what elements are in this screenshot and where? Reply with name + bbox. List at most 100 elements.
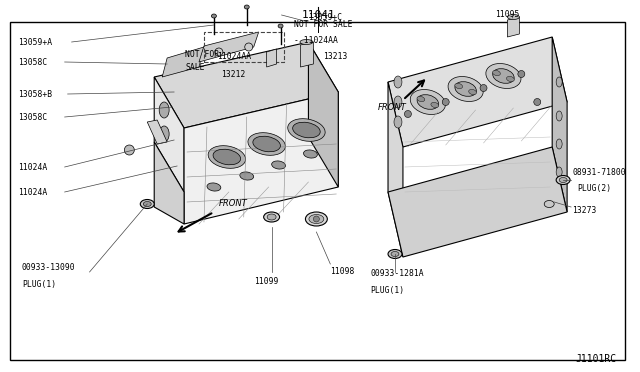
- Text: 13058C: 13058C: [18, 112, 47, 122]
- Circle shape: [404, 110, 412, 118]
- Ellipse shape: [244, 5, 249, 9]
- Ellipse shape: [208, 146, 246, 168]
- Ellipse shape: [556, 111, 562, 121]
- Text: 13273: 13273: [572, 205, 596, 215]
- Ellipse shape: [417, 96, 425, 102]
- Text: 11098: 11098: [330, 267, 355, 276]
- Ellipse shape: [271, 161, 285, 169]
- Text: FRONT: FRONT: [378, 103, 407, 112]
- Ellipse shape: [559, 177, 567, 183]
- Ellipse shape: [303, 150, 317, 158]
- Ellipse shape: [278, 24, 283, 28]
- Text: 13213: 13213: [323, 51, 348, 61]
- Text: NOT FOR SALE: NOT FOR SALE: [294, 19, 352, 29]
- Ellipse shape: [556, 167, 562, 177]
- Polygon shape: [162, 47, 204, 77]
- Text: 13058C: 13058C: [18, 58, 47, 67]
- Ellipse shape: [248, 133, 285, 155]
- Polygon shape: [147, 120, 167, 144]
- Text: 11041: 11041: [301, 10, 335, 20]
- Ellipse shape: [508, 15, 519, 19]
- Text: PLUG(2): PLUG(2): [577, 183, 611, 192]
- Text: 00933-1281A: 00933-1281A: [370, 269, 424, 279]
- Polygon shape: [308, 42, 339, 187]
- Ellipse shape: [305, 212, 327, 226]
- Circle shape: [480, 84, 487, 92]
- Text: 00933-13090: 00933-13090: [22, 263, 76, 272]
- Text: 13059+C: 13059+C: [308, 13, 342, 22]
- Text: PLUG(1): PLUG(1): [22, 279, 56, 289]
- Polygon shape: [154, 142, 184, 224]
- Ellipse shape: [448, 77, 483, 102]
- Ellipse shape: [556, 77, 562, 87]
- Text: SALE: SALE: [185, 62, 205, 71]
- Polygon shape: [199, 32, 259, 62]
- Ellipse shape: [493, 70, 500, 76]
- Circle shape: [518, 71, 525, 77]
- Bar: [204, 32, 284, 62]
- Text: 11024AA: 11024AA: [217, 51, 251, 61]
- Circle shape: [244, 43, 253, 51]
- Polygon shape: [300, 42, 314, 67]
- Ellipse shape: [253, 136, 280, 152]
- Ellipse shape: [207, 183, 221, 191]
- Circle shape: [215, 48, 223, 56]
- Polygon shape: [388, 147, 567, 257]
- Ellipse shape: [213, 149, 241, 165]
- Ellipse shape: [211, 14, 216, 18]
- Text: NOT FOR: NOT FOR: [185, 49, 219, 58]
- Text: J1101RC: J1101RC: [576, 354, 617, 364]
- Ellipse shape: [394, 116, 402, 128]
- Ellipse shape: [140, 199, 154, 208]
- Ellipse shape: [159, 126, 169, 142]
- Ellipse shape: [300, 39, 313, 45]
- Ellipse shape: [159, 102, 169, 118]
- Ellipse shape: [455, 83, 463, 89]
- Polygon shape: [154, 77, 184, 192]
- Polygon shape: [184, 92, 339, 224]
- Circle shape: [314, 216, 319, 222]
- Ellipse shape: [417, 94, 438, 109]
- Text: 13058+B: 13058+B: [18, 90, 52, 99]
- Circle shape: [534, 99, 541, 106]
- Ellipse shape: [544, 201, 554, 208]
- Ellipse shape: [391, 251, 399, 257]
- Text: PLUG(1): PLUG(1): [370, 285, 404, 295]
- Text: 13212: 13212: [221, 70, 245, 78]
- Polygon shape: [388, 82, 403, 257]
- Text: 11024A: 11024A: [18, 187, 47, 196]
- Circle shape: [124, 145, 134, 155]
- Ellipse shape: [394, 76, 402, 88]
- Ellipse shape: [506, 76, 515, 81]
- Ellipse shape: [486, 64, 521, 89]
- Ellipse shape: [388, 250, 402, 259]
- Ellipse shape: [394, 96, 402, 108]
- Ellipse shape: [292, 122, 320, 138]
- Ellipse shape: [410, 90, 445, 115]
- Text: - 11024AA: - 11024AA: [294, 35, 337, 45]
- Text: 08931-71800: 08931-71800: [572, 167, 626, 176]
- Ellipse shape: [264, 212, 280, 222]
- Polygon shape: [267, 49, 276, 67]
- Ellipse shape: [240, 172, 253, 180]
- Text: FRONT: FRONT: [219, 199, 248, 208]
- Ellipse shape: [556, 176, 570, 185]
- Text: 11099: 11099: [253, 278, 278, 286]
- Ellipse shape: [309, 215, 324, 224]
- Ellipse shape: [288, 119, 325, 141]
- Polygon shape: [388, 37, 567, 147]
- Circle shape: [442, 99, 449, 106]
- Ellipse shape: [143, 202, 151, 206]
- Polygon shape: [552, 37, 567, 212]
- Ellipse shape: [267, 214, 276, 220]
- Ellipse shape: [468, 89, 477, 94]
- Ellipse shape: [431, 102, 438, 108]
- Polygon shape: [154, 42, 339, 128]
- Ellipse shape: [493, 69, 514, 83]
- Text: 13059+A: 13059+A: [18, 38, 52, 46]
- Text: 11095: 11095: [495, 10, 520, 19]
- Ellipse shape: [455, 82, 476, 96]
- Text: 11024A: 11024A: [18, 163, 47, 171]
- Ellipse shape: [556, 139, 562, 149]
- Polygon shape: [508, 17, 519, 37]
